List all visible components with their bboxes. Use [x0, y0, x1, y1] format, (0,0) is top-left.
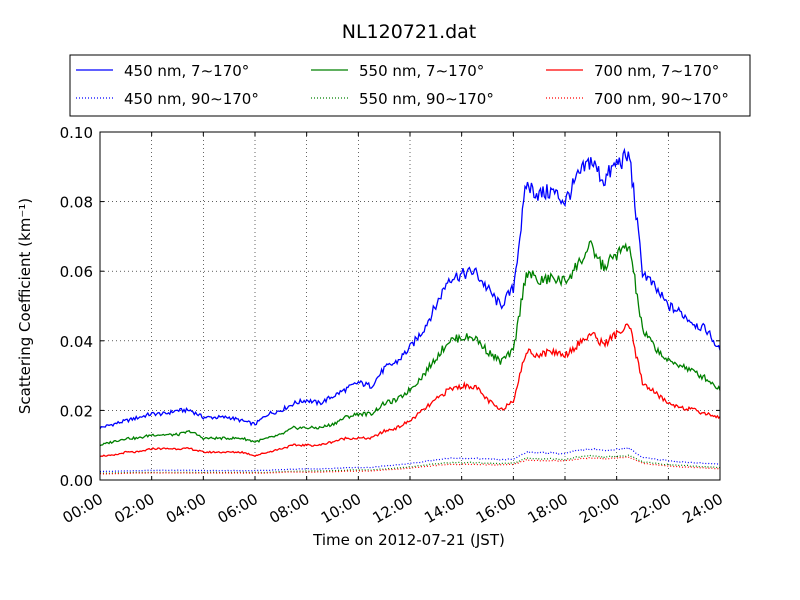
legend: 450 nm, 7∼170° 550 nm, 7∼170° 700 nm, 7∼17… [69, 54, 751, 117]
series-lines [99, 147, 721, 475]
y-tick-label: 0.08 [60, 194, 93, 212]
series-line [99, 240, 721, 447]
y-axis-label: Scattering Coefficient (km⁻¹) [16, 198, 34, 414]
series-line [100, 447, 720, 473]
y-tick-label: 0.02 [60, 402, 93, 420]
legend-label: 700 nm, 90∼170° [594, 90, 729, 108]
legend-box [69, 54, 751, 117]
series-line [99, 323, 721, 457]
legend-label: 450 nm, 90∼170° [124, 90, 259, 108]
chart-title: NL120721.dat [342, 21, 477, 43]
y-tick-label: 0.04 [60, 333, 93, 351]
y-tick-label: 0.10 [60, 124, 93, 142]
legend-label: 550 nm, 90∼170° [359, 90, 494, 108]
legend-label: 450 nm, 7∼170° [124, 62, 249, 80]
series-line [99, 147, 721, 430]
grid [100, 132, 720, 480]
series-line [100, 456, 721, 475]
y-tick-label: 0.06 [60, 263, 93, 281]
x-axis-label: Time on 2012-07-21 (JST) [312, 531, 505, 549]
y-tick-label: 0.00 [60, 472, 93, 490]
legend-label: 700 nm, 7∼170° [594, 62, 719, 80]
legend-label: 550 nm, 7∼170° [359, 62, 484, 80]
